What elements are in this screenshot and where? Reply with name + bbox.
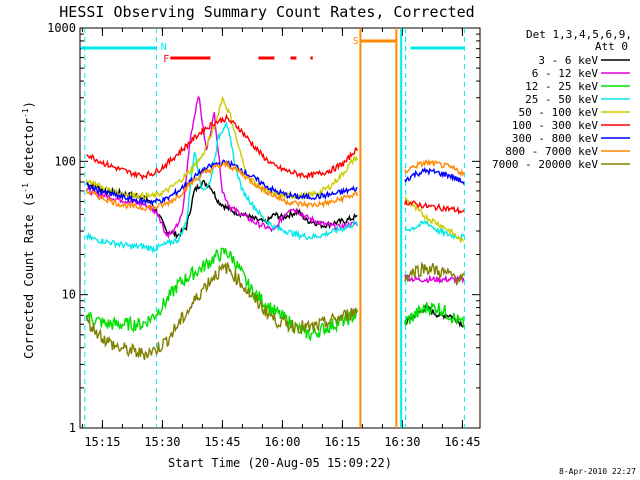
legend-entry-label: 300 - 800 keV <box>512 132 598 145</box>
legend-entry-label: 100 - 300 keV <box>512 119 598 132</box>
legend-entry-label: 6 - 12 keV <box>532 67 599 80</box>
y-axis-label-part2: detector <box>22 118 36 183</box>
legend-entry-label: 12 - 25 keV <box>525 80 598 93</box>
series-line-seg2 <box>404 261 465 287</box>
x-axis-label: Start Time (20-Aug-05 15:09:22) <box>168 456 392 470</box>
n-marker-label: N <box>161 42 167 53</box>
plot-frame <box>79 27 481 429</box>
x-tick-label: 15:15 <box>84 435 120 449</box>
y-axis-label-part3: ) <box>22 101 36 108</box>
tick-group <box>80 27 480 429</box>
y-axis-label-sup1: -1 <box>21 183 30 193</box>
x-tick-label: 15:45 <box>204 435 240 449</box>
x-tick-label: 15:30 <box>144 435 180 449</box>
legend-entry-label: 50 - 100 keV <box>519 106 599 119</box>
legend-entry-label: 7000 - 20000 keV <box>492 158 598 171</box>
series-line-seg2 <box>404 196 465 243</box>
y-tick-label: 10 <box>62 288 76 302</box>
series-line-seg2 <box>404 219 465 241</box>
y-tick-label: 1000 <box>47 21 76 35</box>
legend-header-1: Det 1,3,4,5,6,9, <box>526 28 632 41</box>
legend-entry-label: 25 - 50 keV <box>525 93 598 106</box>
y-tick-label: 1 <box>69 421 76 435</box>
legend-header-2: Att 0 <box>595 40 628 53</box>
series-line-seg1 <box>85 159 359 213</box>
series-line-seg2 <box>404 302 465 328</box>
x-tick-labels: 15:15 15:30 15:45 16:00 16:15 16:30 16:45 <box>84 435 480 449</box>
timestamp: 8-Apr-2010 22:27 <box>559 467 636 476</box>
series-line-seg2 <box>404 166 465 185</box>
y-axis-label: Corrected Count Rate (s-1 detector-1) <box>21 101 36 359</box>
y-axis-label-part1: Corrected Count Rate (s <box>22 193 36 359</box>
y-axis-label-sup2: -1 <box>21 108 30 118</box>
series-line-seg1 <box>86 179 358 240</box>
chart-title: HESSI Observing Summary Count Rates, Cor… <box>59 3 474 21</box>
series-line-seg2 <box>404 200 465 215</box>
series-group <box>85 95 465 361</box>
x-tick-label: 16:30 <box>384 435 420 449</box>
x-tick-label: 16:45 <box>444 435 480 449</box>
series-line-seg1 <box>86 113 359 181</box>
s-marker-label: S <box>353 36 359 47</box>
series-line-seg1 <box>85 159 358 206</box>
y-tick-labels: 1 10 100 1000 <box>47 21 76 435</box>
f-marker-label: F <box>163 54 169 65</box>
y-tick-label: 100 <box>54 154 76 168</box>
series-line-seg1 <box>85 120 359 255</box>
x-tick-label: 16:15 <box>324 435 360 449</box>
legend-entry-label: 3 - 6 keV <box>538 54 598 67</box>
series-line-seg2 <box>404 273 465 285</box>
series-line-seg1 <box>85 247 359 342</box>
series-line-seg1 <box>85 262 359 361</box>
series-line-seg2 <box>404 158 465 177</box>
x-tick-label: 16:00 <box>264 435 300 449</box>
legend-entry-label: 800 - 7000 keV <box>505 145 598 158</box>
